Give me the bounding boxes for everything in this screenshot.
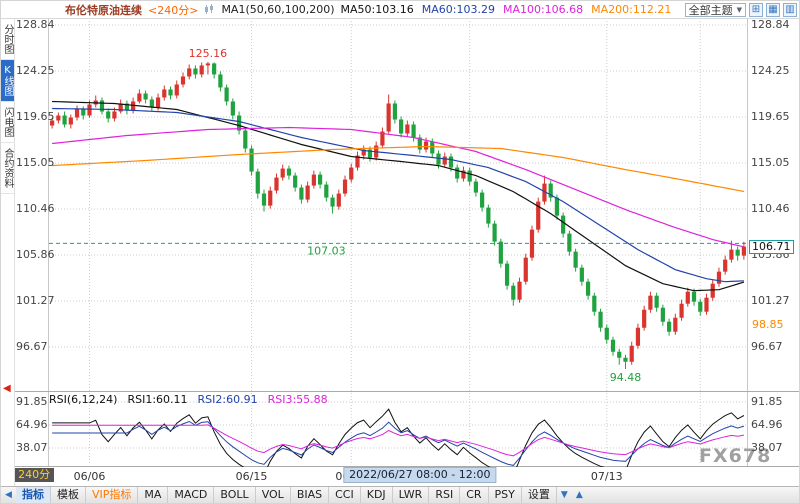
toolbar-item-boll[interactable]: BOLL: [214, 487, 256, 503]
price-axis-label-right: 110.46: [751, 202, 790, 215]
grid-lines: [15, 19, 799, 467]
rsi-axis-label-left: 64.96: [16, 418, 48, 431]
ma-value-3: MA100:106.68: [502, 3, 584, 16]
high-price-annotation: 125.16: [189, 47, 228, 60]
toolbar-item-vip-indicator[interactable]: VIP指标: [86, 487, 139, 503]
date-label: 06/06: [73, 470, 106, 483]
price-axis-label-right: 96.67: [751, 340, 783, 353]
toolbar-item-kdj[interactable]: KDJ: [361, 487, 393, 503]
ma60-line: [52, 107, 744, 283]
chart-header: 布伦特原油连续 <240分> MA1(50,60,100,200) MA50:1…: [1, 1, 799, 19]
ma-lines: [52, 100, 745, 292]
toolbar-item-rsi[interactable]: RSI: [429, 487, 461, 503]
price-axis-label-right: 101.27: [751, 294, 790, 307]
ma-value-1: MA50:103.16: [340, 3, 414, 16]
price-axis-label-left: 110.46: [16, 202, 55, 215]
watermark: FX678: [699, 445, 772, 467]
price-axis-label-right: 115.05: [751, 156, 790, 169]
toolbar-item-indicator[interactable]: 指标: [16, 487, 51, 503]
header-controls: 全部主题 ▼ ⊞ ▦ ▥: [684, 3, 797, 17]
toolbar-item-template[interactable]: 模板: [51, 487, 86, 503]
ma-values: MA50:103.16 MA60:103.29 MA100:106.68 MA200:…: [341, 3, 672, 16]
rsi3-value: RSI3:55.88: [267, 393, 328, 406]
ma-value-4: MA200:112.21: [591, 3, 672, 16]
price-axis-label-left: 115.05: [16, 156, 55, 169]
period-badge[interactable]: ▲ 240分: [5, 468, 55, 482]
left-tab-bar: 分时图 K线图 闪电图 合约资料: [1, 19, 15, 488]
chevron-down-icon: ▼: [736, 6, 742, 14]
theme-select[interactable]: 全部主题 ▼: [684, 3, 746, 17]
date-label: 07/13: [590, 470, 623, 483]
price-axis-label-left: 128.84: [16, 18, 55, 31]
toolbar-item-bias[interactable]: BIAS: [291, 487, 330, 503]
period-badge-label: 240分: [18, 468, 51, 481]
pane-arrow-icon[interactable]: ◀: [3, 383, 11, 394]
toolbar-item-macd[interactable]: MACD: [168, 487, 215, 503]
annotations: 125.16 94.48 107.03: [189, 47, 642, 384]
toolbar-item-psy[interactable]: PSY: [489, 487, 522, 503]
rsi12-line: [52, 420, 745, 466]
rsi24-line: [52, 424, 744, 457]
period-label: <240分>: [148, 3, 199, 17]
price-axis-label-right: 124.25: [751, 64, 790, 77]
theme-select-value: 全部主题: [688, 4, 733, 17]
toolbar-item-vol[interactable]: VOL: [256, 487, 291, 503]
rsi6-line: [52, 408, 745, 467]
price-axis-label-right: 128.84: [751, 18, 790, 31]
list-view-icon[interactable]: ▥: [783, 3, 797, 17]
low-price-annotation: 94.48: [610, 371, 642, 384]
rsi-title: RSI(6,12,24): [49, 393, 118, 406]
ma100-line: [52, 126, 745, 248]
rsi-axis-label-left: 38.07: [16, 441, 48, 454]
ma200-line: [52, 145, 745, 193]
price-axis-label-right: 119.65: [751, 110, 790, 123]
candlestick-icon: [205, 4, 214, 14]
candles: [50, 61, 746, 369]
rsi-lines: [52, 408, 745, 467]
ma50-line: [52, 100, 745, 292]
toolbar-item-cr[interactable]: CR: [460, 487, 489, 503]
settlement-price-tag: 98.85: [752, 318, 784, 332]
date-label: 06/15: [235, 470, 268, 483]
multi-window-icon[interactable]: ⊞: [749, 3, 763, 17]
ma-group-label: MA1(50,60,100,200): [221, 3, 335, 16]
toolbar-item-lwr[interactable]: LWR: [393, 487, 430, 503]
crosshair-date-label: 2022/06/27 08:00 - 12:00: [343, 467, 497, 483]
rsi-header: RSI(6,12,24) RSI1:60.11 RSI2:60.91 RSI3:…: [49, 393, 328, 406]
sidebar-tab-4[interactable]: 合约资料: [1, 143, 14, 194]
price-axis-label-left: 119.65: [16, 110, 55, 123]
rsi-axis-label-right: 91.85: [751, 395, 783, 408]
symbol-name: 布伦特原油连续: [65, 3, 142, 17]
price-axis-label-left: 105.86: [16, 248, 55, 261]
rsi-axis-label-left: 91.85: [16, 395, 48, 408]
price-axis-label-left: 124.25: [16, 64, 55, 77]
rsi2-value: RSI2:60.91: [197, 393, 258, 406]
sidebar-tab-2[interactable]: K线图: [1, 60, 14, 102]
grid-view-icon[interactable]: ▦: [766, 3, 780, 17]
rsi1-value: RSI1:60.11: [127, 393, 188, 406]
sidebar-tab-3[interactable]: 闪电图: [1, 102, 14, 143]
candlestick-chart[interactable]: 125.16 94.48 107.03: [15, 19, 800, 467]
price-axis-label-left: 96.67: [16, 340, 48, 353]
last-line-annotation: 107.03: [307, 244, 346, 257]
ma-value-2: MA60:103.29: [421, 3, 495, 16]
toolbar-items: 指标 模板 VIP指标 MA MACD BOLL VOL BIAS CCI KDJ LWR RSI CR…: [16, 487, 557, 503]
toolbar-expand-icon[interactable]: ▲: [575, 489, 583, 500]
sidebar-tab-1[interactable]: 分时图: [1, 19, 14, 60]
bottom-toolbar: ◀ 指标 模板 VIP指标 MA MACD BOLL VOL BIAS CCI KDJ LWR RSI…: [1, 486, 799, 503]
rsi-axis-label-right: 38.07: [751, 441, 783, 454]
price-axis-label-left: 101.27: [16, 294, 55, 307]
toolbar-item-settings[interactable]: 设置: [522, 487, 557, 503]
toolbar-item-ma[interactable]: MA: [138, 487, 169, 503]
toolbar-collapse-icon[interactable]: ▼: [560, 489, 568, 500]
toolbar-item-cci[interactable]: CCI: [329, 487, 361, 503]
rsi-axis-label-right: 64.96: [751, 418, 783, 431]
scroll-left-icon[interactable]: ◀: [5, 489, 12, 500]
last-price-tag: 106.71: [749, 239, 794, 254]
